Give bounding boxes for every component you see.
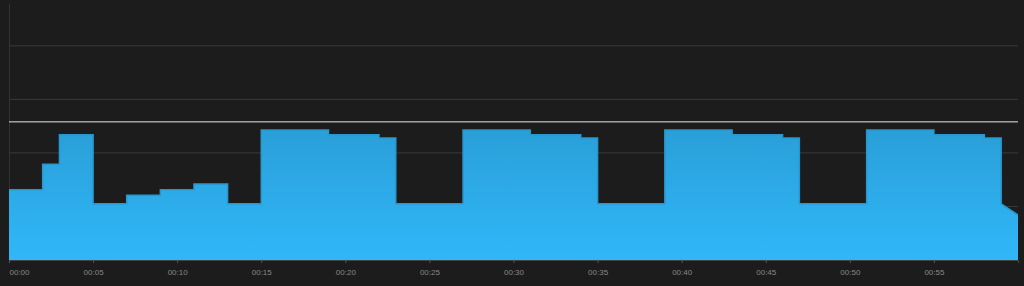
x-axis: 00:00 00:05 00:10 00:15 00:20 00:25 00:30 00:35… (10, 260, 1019, 277)
x-tick: 00:20 (336, 260, 357, 277)
x-tick-label: 00:20 (336, 268, 357, 277)
x-tick: 00:55 (924, 260, 945, 277)
x-tick: 00:45 (756, 260, 777, 277)
x-tick-mark (177, 260, 178, 263)
x-tick-label: 00:00 (10, 268, 31, 277)
x-tick: 00:10 (168, 260, 189, 277)
x-tick: 00:40 (672, 260, 693, 277)
threshold-line (9, 121, 1018, 122)
x-tick-label: 00:55 (924, 268, 945, 277)
data-group (9, 130, 1018, 260)
x-tick-label: 00:35 (588, 268, 609, 277)
x-axis-line (10, 261, 1019, 264)
x-tick-mark (9, 260, 10, 263)
plot: 00:00 00:05 00:10 00:15 00:20 00:25 00:30 00:35… (9, 4, 1019, 277)
chart-svg: 00:00 00:05 00:10 00:15 00:20 00:25 00:30 00:35… (0, 0, 1024, 286)
chart-container: 00:00 00:05 00:10 00:15 00:20 00:25 00:30 00:35… (0, 0, 1024, 286)
grid-line (9, 99, 1018, 100)
x-tick-mark (766, 260, 767, 263)
x-tick: 00:25 (420, 260, 441, 277)
x-tick-mark (261, 260, 262, 263)
x-tick-label: 00:45 (756, 268, 777, 277)
grid-line (9, 45, 1018, 46)
x-tick-label: 00:40 (672, 268, 693, 277)
x-tick-mark (682, 260, 683, 263)
x-tick-mark (93, 260, 94, 263)
x-tick-label: 00:15 (252, 268, 273, 277)
x-tick-mark (598, 260, 599, 263)
x-tick-mark (514, 260, 515, 263)
x-tick: 00:50 (840, 260, 861, 277)
area-edge (9, 130, 1018, 215)
x-tick: 00:05 (84, 260, 105, 277)
x-tick-mark (345, 260, 346, 263)
x-tick: 00:35 (588, 260, 609, 277)
x-tick-label: 00:50 (840, 268, 861, 277)
x-tick: 00:00 (10, 260, 31, 277)
x-tick-mark (850, 260, 851, 263)
x-tick-label: 00:25 (420, 268, 441, 277)
x-tick-mark (934, 260, 935, 263)
x-tick: 00:15 (252, 260, 273, 277)
x-tick-mark (429, 260, 430, 263)
x-tick-label: 00:10 (168, 268, 189, 277)
x-tick-label: 00:30 (504, 268, 525, 277)
x-tick-label: 00:05 (84, 268, 105, 277)
area (9, 130, 1018, 260)
x-tick: 00:30 (504, 260, 525, 277)
